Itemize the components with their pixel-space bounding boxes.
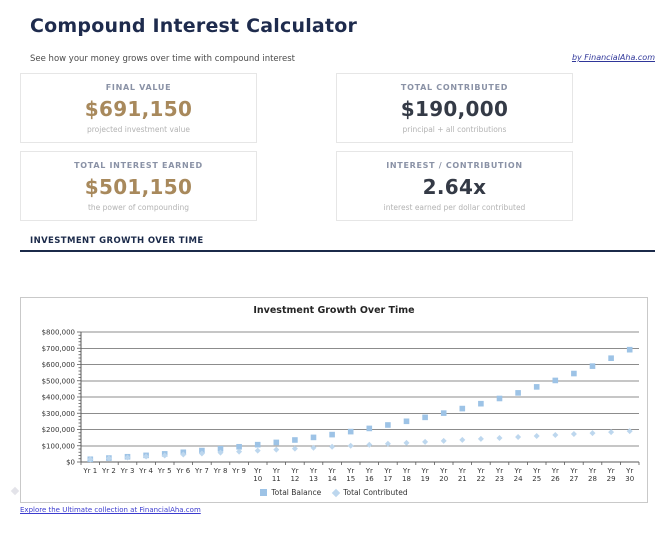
svg-text:24: 24	[514, 475, 523, 483]
svg-text:Yr 3: Yr 3	[120, 467, 135, 475]
page-subtitle: See how your money grows over time with …	[30, 54, 295, 64]
svg-text:Yr: Yr	[290, 467, 298, 475]
stat-card-label: INTEREST / CONTRIBUTION	[386, 160, 523, 170]
svg-text:$500,000: $500,000	[42, 377, 75, 385]
page-title: Compound Interest Calculator	[30, 15, 358, 37]
svg-text:14: 14	[328, 475, 337, 483]
chart-title: Investment Growth Over Time	[253, 305, 415, 316]
svg-text:Yr: Yr	[514, 467, 522, 475]
stat-card-final-value: FINAL VALUE $691,150 projected investmen…	[20, 73, 257, 143]
svg-text:Yr: Yr	[383, 467, 391, 475]
stat-card-caption: the power of compounding	[87, 202, 190, 212]
svg-text:Yr: Yr	[476, 467, 484, 475]
svg-text:$400,000: $400,000	[42, 394, 75, 402]
svg-text:12: 12	[290, 475, 299, 483]
svg-text:$200,000: $200,000	[42, 426, 75, 434]
svg-text:Yr: Yr	[346, 467, 354, 475]
svg-text:Yr: Yr	[551, 467, 559, 475]
legend-square-marker-icon	[260, 489, 268, 496]
svg-text:18: 18	[402, 475, 411, 483]
svg-text:17: 17	[383, 475, 392, 483]
svg-text:Yr: Yr	[328, 467, 336, 475]
chart-canvas: $0 $100,000 $200,000 $300,000 $400,000 $500,0…	[42, 329, 640, 483]
stat-card-caption: projected investment value	[86, 124, 190, 134]
stat-card-label: TOTAL INTEREST EARNED	[74, 160, 203, 170]
svg-text:28: 28	[588, 475, 597, 483]
svg-text:Yr: Yr	[309, 467, 317, 475]
svg-text:Yr: Yr	[365, 467, 373, 475]
legend-item-total-contributed: Total Contributed	[331, 488, 408, 497]
svg-text:21: 21	[458, 475, 467, 483]
chart-container: Investment Growth Over Time $0 $100,000 $2…	[20, 297, 648, 503]
svg-text:Yr: Yr	[439, 467, 447, 475]
svg-text:$0: $0	[66, 459, 75, 467]
section-divider	[20, 250, 655, 252]
svg-text:$100,000: $100,000	[42, 442, 75, 450]
stat-card-caption: interest earned per dollar contributed	[383, 202, 526, 212]
stat-card-caption: principal + all contributions	[402, 124, 507, 134]
svg-text:Yr: Yr	[402, 467, 410, 475]
svg-text:Yr 4: Yr 4	[138, 467, 153, 475]
svg-text:16: 16	[365, 475, 374, 483]
stat-card-value: $501,150	[84, 174, 193, 199]
chart-legend: Total Balance Total Contributed	[21, 488, 647, 497]
footer-link[interactable]: Explore the Ultimate collection at Finan…	[20, 506, 201, 514]
svg-text:13: 13	[309, 475, 318, 483]
svg-text:Yr 2: Yr 2	[101, 467, 116, 475]
legend-label: Total Contributed	[343, 488, 408, 497]
svg-text:10: 10	[253, 475, 262, 483]
svg-text:Yr: Yr	[607, 467, 615, 475]
svg-text:Yr: Yr	[588, 467, 596, 475]
svg-text:11: 11	[272, 475, 281, 483]
svg-text:$700,000: $700,000	[42, 345, 75, 353]
svg-text:22: 22	[476, 475, 485, 483]
svg-text:Yr: Yr	[458, 467, 466, 475]
svg-text:Yr: Yr	[272, 467, 280, 475]
svg-text:Yr 8: Yr 8	[213, 467, 228, 475]
stat-card-value: 2.64x	[422, 174, 487, 199]
svg-text:$800,000: $800,000	[42, 329, 75, 337]
svg-text:Yr: Yr	[421, 467, 429, 475]
svg-text:Yr: Yr	[532, 467, 540, 475]
svg-text:Yr: Yr	[253, 467, 261, 475]
byline-link[interactable]: by FinancialAha.com	[571, 53, 655, 62]
svg-text:30: 30	[625, 475, 634, 483]
legend-diamond-marker-icon	[331, 488, 341, 497]
stat-card-interest-contribution-ratio: INTEREST / CONTRIBUTION 2.64x interest e…	[336, 151, 573, 221]
stat-card-total-contributed: TOTAL CONTRIBUTED $190,000 principal + a…	[336, 73, 573, 143]
svg-text:15: 15	[346, 475, 355, 483]
svg-text:Yr 7: Yr 7	[194, 467, 209, 475]
svg-text:27: 27	[569, 475, 578, 483]
svg-text:Yr 9: Yr 9	[231, 467, 246, 475]
stat-card-value: $190,000	[400, 96, 509, 121]
svg-text:Yr 1: Yr 1	[82, 467, 97, 475]
svg-text:Yr: Yr	[625, 467, 633, 475]
chart-handle-artifact	[10, 486, 20, 496]
svg-text:Yr: Yr	[495, 467, 503, 475]
svg-text:$300,000: $300,000	[42, 410, 75, 418]
svg-text:Yr: Yr	[569, 467, 577, 475]
svg-text:$600,000: $600,000	[42, 361, 75, 369]
svg-text:26: 26	[551, 475, 560, 483]
section-title: INVESTMENT GROWTH OVER TIME	[30, 236, 204, 246]
svg-text:23: 23	[495, 475, 504, 483]
svg-text:Yr 5: Yr 5	[157, 467, 172, 475]
svg-text:19: 19	[421, 475, 430, 483]
svg-text:20: 20	[439, 475, 448, 483]
stat-card-total-interest-earned: TOTAL INTEREST EARNED $501,150 the power…	[20, 151, 257, 221]
legend-item-total-balance: Total Balance	[260, 488, 321, 497]
stat-card-label: TOTAL CONTRIBUTED	[400, 82, 509, 92]
svg-text:Yr 6: Yr 6	[175, 467, 190, 475]
stat-card-value: $691,150	[84, 96, 193, 121]
svg-text:29: 29	[607, 475, 616, 483]
legend-label: Total Balance	[271, 488, 322, 497]
svg-text:25: 25	[532, 475, 541, 483]
stat-card-label: FINAL VALUE	[105, 82, 172, 92]
